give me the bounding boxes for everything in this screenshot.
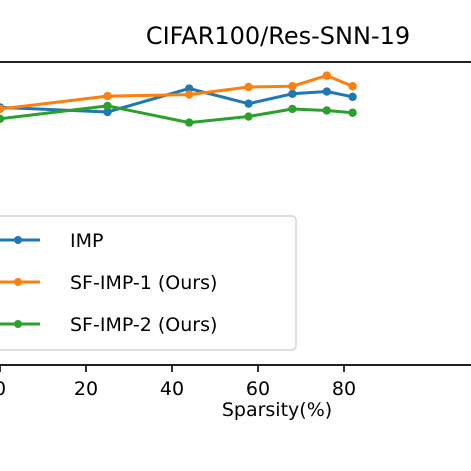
x-tick-label: 80 (332, 378, 356, 400)
x-axis-label: Sparsity(%) (222, 399, 332, 421)
series-1 (0, 71, 357, 114)
data-point (103, 107, 112, 117)
data-point (288, 104, 297, 114)
data-point (185, 118, 194, 127)
data-point (288, 82, 297, 91)
data-point (288, 89, 297, 99)
data-point (103, 101, 112, 111)
legend-entry-imp: IMP (0, 230, 103, 252)
data-point (348, 108, 357, 117)
series-2 (0, 101, 357, 127)
x-tick-label: 20 (74, 378, 98, 400)
data-point (244, 112, 253, 121)
data-point (185, 84, 194, 93)
legend-label-sf-imp-1: SF-IMP-1 (Ours) (70, 272, 217, 294)
series-layer (0, 71, 357, 127)
x-tick-label: 40 (160, 378, 184, 400)
series-0 (0, 84, 357, 117)
legend-label-imp: IMP (70, 230, 103, 252)
legend-marker-sf-imp-1 (14, 278, 22, 286)
data-point (244, 99, 253, 108)
chart-title: CIFAR100/Res-SNN-19 (146, 22, 410, 50)
legend-entry-sf-imp-1: SF-IMP-1 (Ours) (0, 272, 217, 294)
legend: IMP SF-IMP-1 (Ours) SF-IMP-2 (Ours) (0, 215, 297, 351)
legend-entry-sf-imp-2: SF-IMP-2 (Ours) (0, 314, 217, 336)
legend-label-sf-imp-2: SF-IMP-2 (Ours) (70, 314, 217, 336)
data-point (322, 71, 331, 80)
legend-marker-sf-imp-2 (14, 320, 22, 328)
data-point (185, 90, 194, 99)
data-point (322, 106, 331, 115)
data-point (244, 82, 253, 92)
data-point (0, 104, 5, 114)
legend-marker-imp (14, 236, 22, 244)
legend-box (0, 215, 297, 351)
data-point (103, 91, 112, 101)
x-tick-label: 0 (0, 378, 6, 400)
data-point (348, 92, 357, 102)
data-point (0, 114, 5, 124)
data-point (322, 87, 331, 96)
x-axis-ticks: 0 20 40 60 80 (0, 365, 356, 400)
data-point (348, 82, 357, 91)
x-tick-label: 60 (246, 378, 270, 400)
